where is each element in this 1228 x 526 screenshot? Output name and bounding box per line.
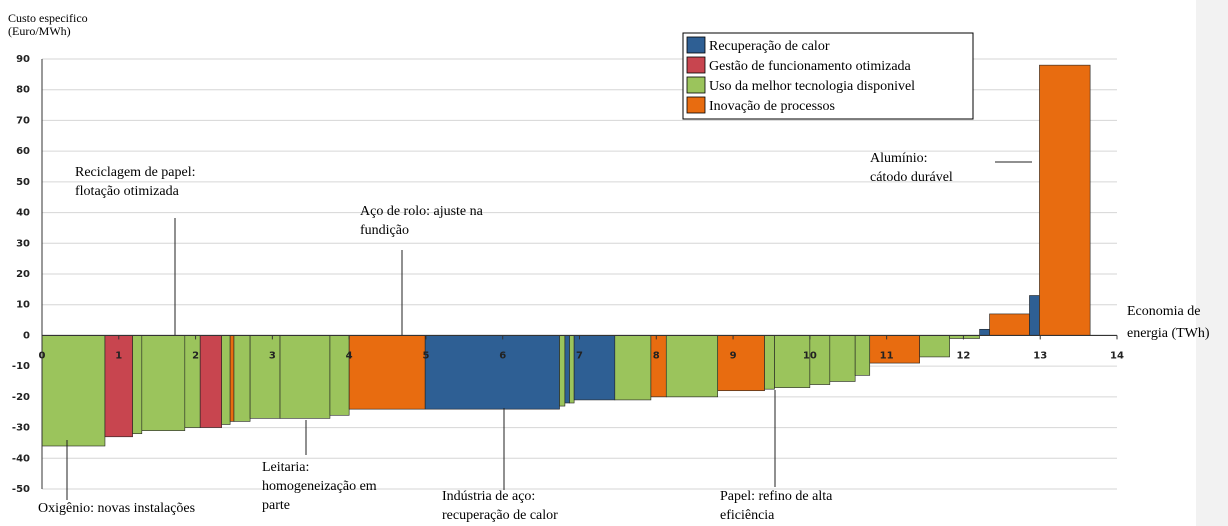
bar	[764, 335, 775, 390]
bar	[650, 335, 667, 398]
legend-label: Recuperação de calor	[709, 39, 830, 54]
y-tick-label: 90	[16, 54, 30, 65]
bar	[221, 335, 231, 425]
bar	[979, 328, 990, 336]
legend-label: Gestão de funcionamento otimizada	[709, 59, 912, 74]
annotation: Reciclagem de papel:	[75, 165, 196, 180]
bar	[564, 335, 570, 404]
annotation: Papel: refino de alta	[720, 489, 833, 504]
annotation: Aço de rolo: ajuste na	[360, 204, 484, 219]
bar	[919, 335, 950, 358]
bar	[132, 335, 143, 435]
bar	[559, 335, 566, 407]
y-axis-label: (Euro/MWh)	[8, 24, 71, 38]
bar	[989, 313, 1030, 336]
bar	[104, 335, 133, 438]
annotation: flotação otimizada	[75, 184, 180, 199]
x-tick-label: 3	[269, 350, 276, 361]
y-tick-label: 0	[23, 330, 30, 341]
annotation: Leitaria:	[262, 460, 309, 475]
y-tick-label: -10	[12, 361, 30, 372]
x-tick-label: 7	[576, 350, 583, 361]
annotation: Indústria de aço:	[442, 489, 535, 504]
bar	[665, 335, 719, 398]
y-tick-label: 10	[16, 300, 30, 311]
legend-swatch	[686, 36, 706, 54]
bar	[573, 335, 616, 401]
x-tick-label: 12	[956, 350, 970, 361]
bar	[348, 335, 426, 410]
y-tick-label: 20	[16, 269, 30, 280]
y-tick-label: -50	[12, 484, 30, 495]
annotation: eficiência	[720, 508, 775, 523]
x-tick-label: 8	[653, 350, 660, 361]
y-tick-label: 70	[16, 115, 30, 126]
legend-label: Inovação de processos	[709, 99, 835, 114]
legend-swatch	[686, 56, 706, 74]
bar	[184, 335, 201, 428]
annotation: homogeneização em	[262, 479, 377, 494]
x-tick-label: 6	[499, 350, 506, 361]
y-tick-label: -40	[12, 453, 30, 464]
bar	[41, 335, 106, 447]
x-axis-label: Economia de	[1127, 304, 1200, 319]
annotation: Alumínio:	[870, 151, 928, 166]
bar	[229, 335, 235, 422]
annotation: parte	[262, 498, 290, 513]
y-tick-label: 30	[16, 238, 30, 249]
bar	[199, 335, 222, 428]
y-tick-label: 40	[16, 208, 30, 219]
x-tick-label: 14	[1110, 350, 1124, 361]
annotation: recuperação de calor	[442, 508, 558, 523]
x-tick-label: 2	[192, 350, 199, 361]
legend-label: Uso da melhor tecnologia disponivel	[709, 79, 915, 94]
bar	[141, 335, 186, 431]
bar	[569, 335, 575, 404]
x-tick-label: 9	[730, 350, 737, 361]
y-tick-label: 50	[16, 177, 30, 188]
bar	[1029, 295, 1040, 336]
bar	[774, 335, 811, 388]
bar	[249, 335, 281, 419]
x-tick-label: 4	[346, 350, 353, 361]
bar	[717, 335, 765, 392]
annotation: fundição	[360, 223, 409, 238]
annotation: Oxigênio: novas instalações	[38, 501, 195, 516]
bar	[1039, 64, 1091, 336]
x-tick-label: 1	[115, 350, 122, 361]
bar	[279, 335, 331, 419]
bar	[854, 335, 871, 376]
x-tick-label: 13	[1033, 350, 1047, 361]
y-axis-label: Custo especifico	[8, 11, 88, 25]
x-tick-label: 11	[880, 350, 894, 361]
annotation: cátodo durável	[870, 170, 953, 185]
y-tick-label: -20	[12, 392, 30, 403]
x-axis-label: energia (TWh)	[1127, 326, 1210, 341]
y-tick-label: 60	[16, 146, 30, 157]
side-strip	[1196, 0, 1228, 526]
bar	[869, 335, 920, 364]
bar	[614, 335, 652, 401]
bar	[233, 335, 251, 422]
y-tick-label: -30	[12, 423, 30, 434]
bar	[329, 335, 350, 416]
bar	[424, 335, 560, 410]
y-tick-label: 80	[16, 85, 30, 96]
x-tick-label: 5	[422, 350, 429, 361]
bar	[829, 335, 856, 382]
legend-swatch	[686, 76, 706, 94]
legend-swatch	[686, 96, 706, 114]
legend-box	[682, 32, 974, 120]
x-tick-label: 10	[803, 350, 817, 361]
